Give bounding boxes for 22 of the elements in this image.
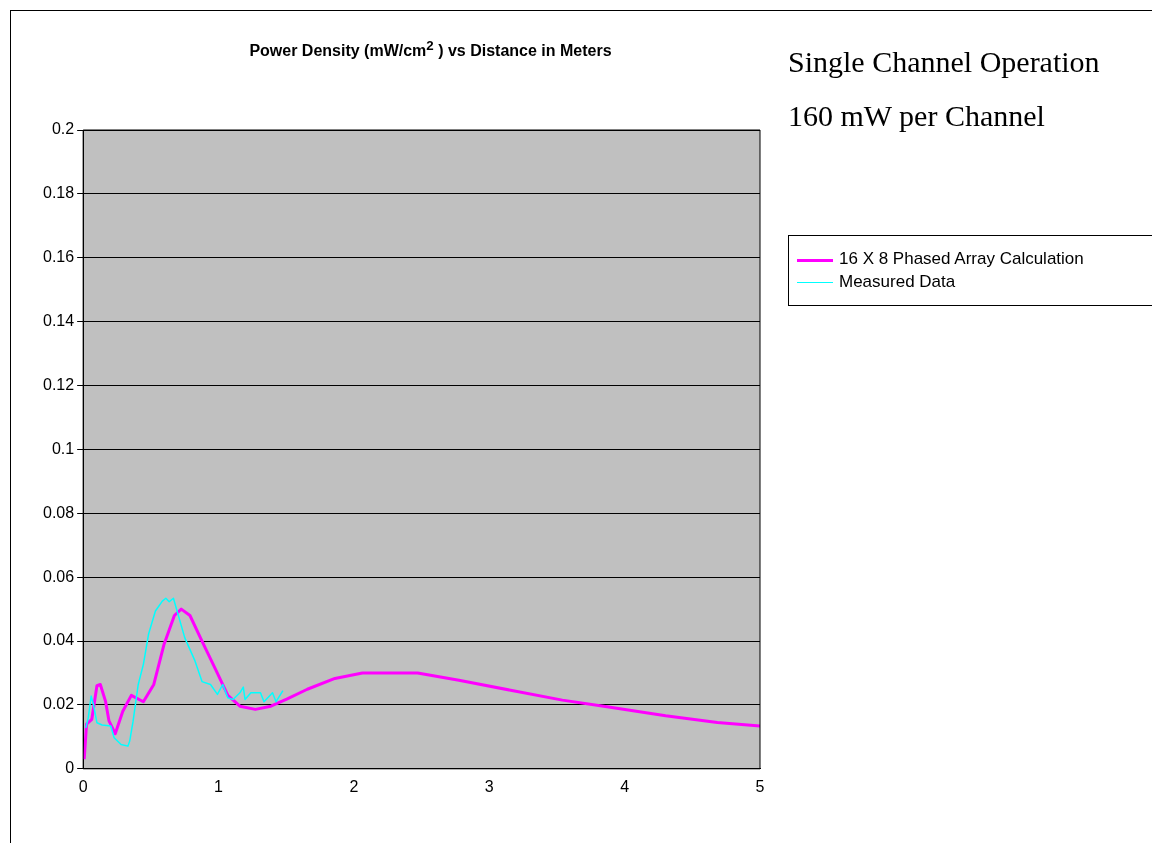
y-tick-label: 0 [65, 759, 75, 777]
x-tick-label: 5 [755, 777, 765, 795]
text: 160 mW per Channel [788, 98, 1046, 134]
x-tick-label: 1 [214, 777, 224, 795]
x-tick-label: 4 [620, 777, 630, 795]
y-tick-label: 0.14 [43, 312, 75, 330]
y-tick-label: 0.2 [51, 120, 75, 138]
y-tick-label: 0.02 [43, 695, 75, 713]
chart-title: Power Density (mW/cm$^{2}$ ) vs Distance in Meters [248, 38, 613, 61]
legend-label: Measured Data [839, 272, 956, 292]
y-tick-label: 0.12 [43, 375, 75, 393]
y-tick-label: 0.16 [43, 248, 75, 266]
y-tick-label: 0.06 [43, 567, 75, 585]
y-tick-label: 0.1 [51, 439, 75, 457]
x-tick-label: 3 [484, 777, 494, 795]
x-tick-label: 0 [78, 777, 88, 795]
x-tick-label: 2 [349, 777, 359, 795]
text: Single Channel Operation [788, 44, 1101, 80]
y-tick-label: 0.08 [43, 503, 75, 521]
y-tick-label: 0.18 [43, 184, 75, 202]
y-tick-label: 0.04 [43, 631, 75, 649]
legend-label: 16 X 8 Phased Array Calculation [839, 249, 1084, 269]
